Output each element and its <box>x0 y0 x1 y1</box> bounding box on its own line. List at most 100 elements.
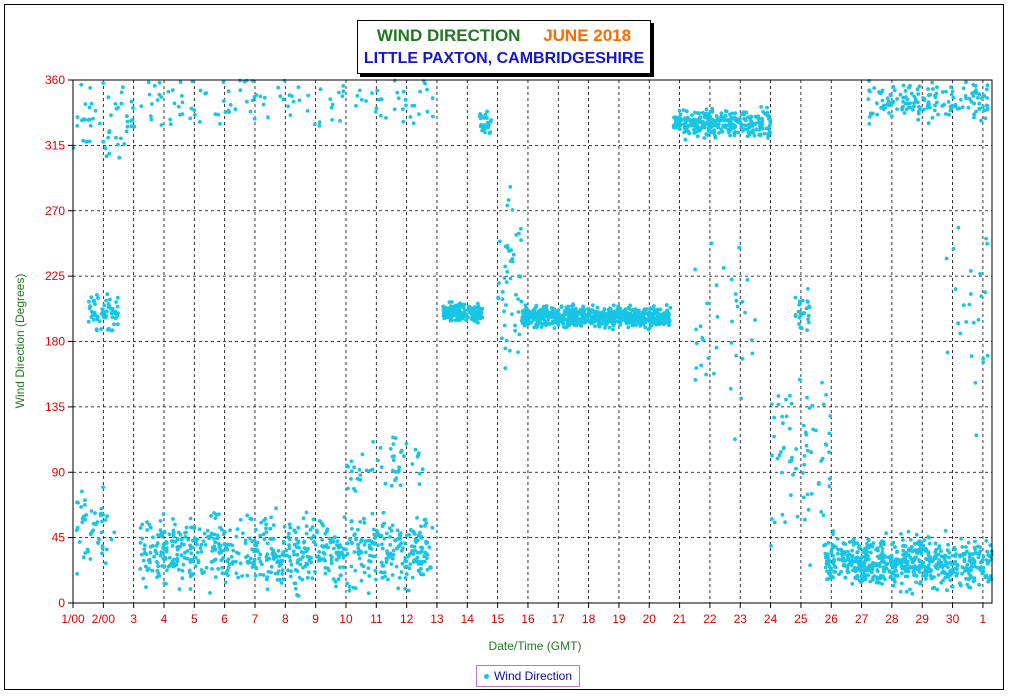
data-point <box>196 558 201 563</box>
data-point <box>337 555 341 559</box>
data-point <box>747 125 752 130</box>
data-point <box>356 549 361 554</box>
data-point <box>150 568 155 573</box>
data-point <box>250 565 255 569</box>
data-point <box>537 308 542 313</box>
data-point <box>592 318 597 323</box>
data-point <box>216 112 221 117</box>
data-point <box>309 536 314 541</box>
data-point <box>912 570 916 575</box>
data-point <box>654 320 659 325</box>
data-point <box>627 306 632 311</box>
data-point <box>292 542 297 547</box>
data-point <box>928 555 933 560</box>
data-point <box>648 321 653 326</box>
data-point <box>155 560 160 565</box>
data-point <box>953 287 958 291</box>
data-point <box>353 568 358 573</box>
data-point <box>125 114 129 119</box>
data-point <box>171 564 176 569</box>
data-point <box>516 310 521 314</box>
data-point <box>519 226 523 231</box>
data-point <box>163 557 168 561</box>
data-point <box>156 564 161 569</box>
data-point <box>286 535 290 539</box>
data-point <box>913 555 917 560</box>
data-point <box>370 511 375 516</box>
data-point <box>380 546 385 551</box>
data-point <box>180 94 184 98</box>
data-point <box>890 563 894 567</box>
data-point <box>317 120 322 125</box>
data-point <box>517 332 522 337</box>
data-point <box>797 322 801 326</box>
data-point <box>825 577 829 582</box>
data-point <box>419 524 423 529</box>
data-point <box>723 109 728 113</box>
data-point <box>304 531 309 536</box>
data-point <box>576 312 580 317</box>
data-point <box>255 540 260 545</box>
data-point <box>265 587 270 592</box>
data-point <box>969 354 974 358</box>
data-point <box>165 568 169 573</box>
data-point <box>276 548 281 553</box>
data-point <box>340 550 344 555</box>
data-point <box>832 557 836 562</box>
data-point <box>933 103 937 108</box>
data-point <box>828 568 833 572</box>
data-point <box>175 547 180 552</box>
data-point <box>846 557 851 562</box>
data-point <box>262 95 267 100</box>
data-point <box>238 88 243 93</box>
data-point <box>302 546 307 550</box>
data-point <box>804 432 809 437</box>
data-point <box>926 563 931 568</box>
data-point <box>183 550 187 555</box>
data-point <box>958 331 963 336</box>
data-point <box>919 540 924 544</box>
data-point <box>879 554 883 559</box>
data-point <box>553 314 558 319</box>
data-point <box>265 552 270 557</box>
data-point <box>222 542 227 546</box>
data-point <box>124 129 129 134</box>
data-point <box>910 591 915 596</box>
data-point <box>81 555 86 560</box>
data-point <box>305 562 310 567</box>
data-point <box>261 532 266 537</box>
data-point <box>764 126 769 131</box>
data-point <box>939 580 944 585</box>
data-point <box>807 304 811 309</box>
data-point <box>252 116 257 121</box>
data-point <box>409 550 414 555</box>
data-point <box>559 304 564 308</box>
data-point <box>287 93 292 97</box>
data-point <box>831 561 836 566</box>
data-point <box>925 102 930 107</box>
data-point <box>208 591 212 595</box>
data-point <box>138 526 143 530</box>
x-tick-label: 12 <box>400 612 414 626</box>
data-point <box>387 526 392 531</box>
data-point <box>142 547 147 551</box>
data-point <box>985 107 990 112</box>
data-point <box>795 514 800 519</box>
data-point <box>973 381 978 385</box>
data-point <box>943 528 948 533</box>
data-point <box>121 85 125 90</box>
data-point <box>264 522 268 527</box>
data-point <box>602 318 606 323</box>
data-point <box>935 587 940 592</box>
data-point <box>693 110 697 115</box>
data-point <box>81 117 86 121</box>
data-point <box>900 581 904 586</box>
data-point <box>867 88 871 93</box>
data-point <box>527 313 532 318</box>
data-point <box>681 108 686 112</box>
data-point <box>379 560 384 565</box>
data-point <box>946 574 951 579</box>
data-point <box>188 546 193 551</box>
data-point <box>704 132 709 136</box>
data-point <box>892 88 897 93</box>
